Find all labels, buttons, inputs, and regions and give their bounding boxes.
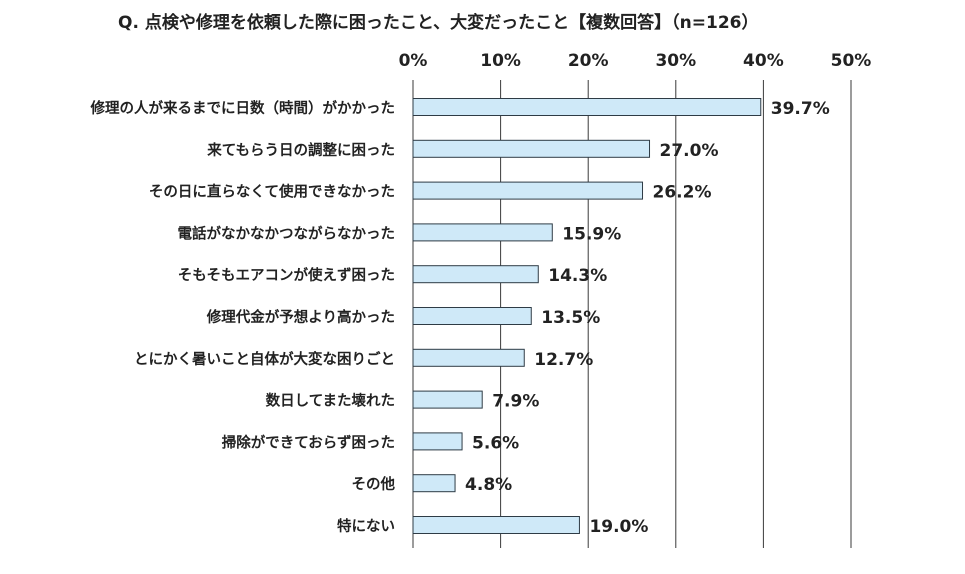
x-tick-label: 40%: [743, 51, 784, 71]
bar: [412, 432, 463, 451]
bar: [412, 223, 553, 242]
category-label: 修理代金が予想より高かった: [206, 308, 395, 326]
bar: [412, 307, 532, 325]
bar: [412, 348, 525, 367]
data-label: 12.7%: [534, 350, 593, 370]
bar: [412, 139, 651, 158]
bar: [412, 474, 456, 493]
data-label: 14.3%: [548, 266, 607, 286]
data-label: 15.9%: [562, 224, 621, 244]
category-label: その他: [352, 475, 396, 493]
bar: [412, 390, 483, 409]
x-tick-label: 30%: [655, 51, 696, 71]
data-label: 7.9%: [492, 392, 539, 412]
bar: [412, 516, 580, 534]
data-label: 13.5%: [541, 308, 600, 328]
x-tick-label: 50%: [831, 51, 872, 71]
category-label: 来てもらう日の調整に困った: [206, 141, 395, 159]
x-tick-label: 10%: [480, 51, 521, 71]
category-label: 掃除ができておらず困った: [222, 433, 395, 451]
data-label: 26.2%: [653, 183, 712, 203]
data-label: 27.0%: [660, 141, 719, 161]
x-tick-label: 0%: [399, 51, 428, 71]
bar: [412, 98, 762, 116]
category-label: 特にない: [337, 517, 395, 535]
chart-title: Q. 点検や修理を依頼した際に困ったこと、大変だったこと【複数回答】（n=126…: [118, 13, 759, 33]
data-label: 5.6%: [472, 433, 519, 453]
bar: [412, 181, 644, 200]
category-label: そもそもエアコンが使えず困った: [178, 266, 395, 284]
x-tick-label: 20%: [568, 51, 609, 71]
category-label: とにかく暑いこと自体が大変な困りごと: [134, 350, 395, 368]
data-label: 4.8%: [465, 475, 512, 495]
category-label: 修理の人が来るまでに日数（時間）がかかった: [90, 99, 396, 117]
category-label: その日に直らなくて使用できなかった: [149, 183, 395, 201]
data-label: 19.0%: [589, 517, 648, 537]
bar: [412, 265, 539, 284]
category-label: 電話がなかなかつながらなかった: [178, 224, 396, 242]
data-label: 39.7%: [771, 99, 830, 119]
category-label: 数日してまた壊れた: [266, 392, 395, 410]
